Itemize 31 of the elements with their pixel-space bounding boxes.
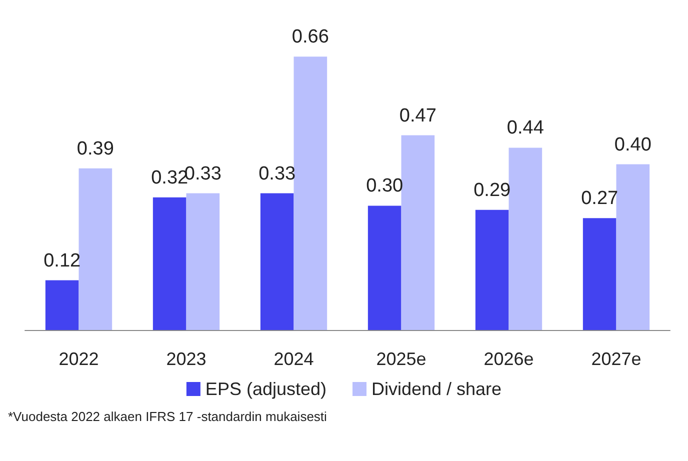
bar [401,135,435,330]
data-label: 0.12 [44,250,81,272]
data-label: 0.40 [614,134,652,156]
bar [294,56,328,330]
bar [45,280,79,330]
data-label: 0.47 [399,105,436,126]
x-tick-label: 2027e [591,349,642,369]
bar [368,206,402,330]
data-label: 0.30 [366,176,404,197]
legend-label: Dividend / share [371,379,502,399]
data-label: 0.29 [474,180,511,201]
data-label: 0.33 [258,163,296,184]
bar [152,197,186,330]
bar [616,164,650,330]
bar [582,218,616,330]
bar [186,193,220,330]
data-label: 0.27 [581,188,618,210]
data-label: 0.66 [292,26,329,48]
data-label: 0.44 [506,118,544,139]
x-tick-label: 2023 [166,349,206,369]
x-tick-label: 2024 [274,349,314,369]
x-tick-label: 2025e [376,349,426,369]
x-tick-label: 2026e [484,349,534,369]
bar [508,148,542,330]
bar [475,210,509,330]
bar [260,193,294,330]
x-tick-label: 2022 [58,349,99,369]
bar [78,168,112,330]
data-label: 0.39 [76,138,114,160]
legend-label: EPS (adjusted) [205,379,326,399]
text: *Vuodesta 2022 alkaen IFRS 17 -standardin mukaisesti [8,409,328,424]
